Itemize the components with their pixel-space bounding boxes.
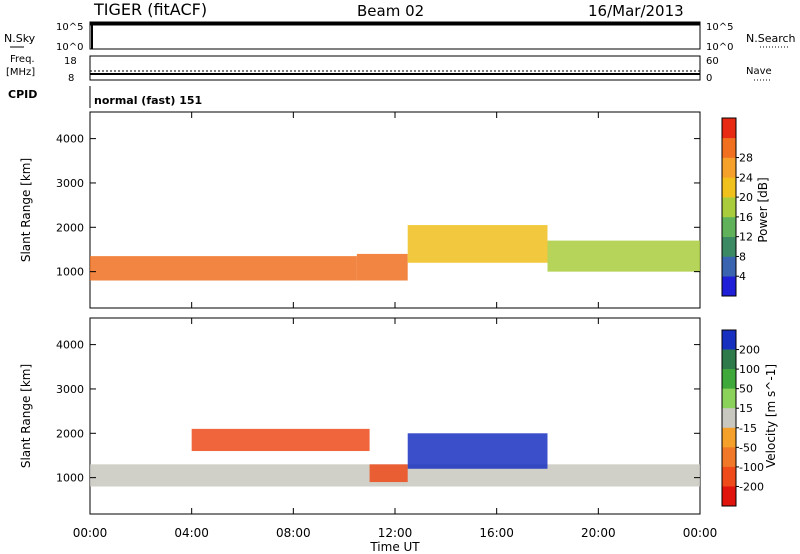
xtick-label: 16:00 [479,526,514,540]
heatmap-band [191,428,370,452]
velocity-panel: 1000 2000 3000 4000 Slant Range [km] 200 100… [19,317,778,515]
colorbar-segment [722,236,736,257]
nsearch-tick-bottom: 10^0 [706,42,733,53]
colorbar-frame [721,117,737,297]
velocity-cbar-label: Velocity [m s^-1] [764,364,778,468]
velocity-ylabel: Slant Range [km] [19,364,33,468]
ytick-label: 4000 [56,133,84,146]
power-panel: 1000 2000 3000 4000 Slant Range [km] 4 8 12 16… [19,111,770,309]
velocity-heatmap-marks [90,428,700,487]
velocity-colorbar: 200 100 50 15 -15 -50 -100 -200 [721,329,764,507]
colorbar-segment [722,486,736,507]
power-yticks: 1000 2000 3000 4000 [56,133,700,279]
nsky-tick-top: 10^5 [56,22,83,33]
colorbar-tick-label: 50 [739,383,753,396]
power-cbar-label: Power [dB] [756,177,770,242]
heatmap-band [547,240,700,272]
cpid-value: normal (fast) 151 [94,94,202,107]
radar-title: TIGER (fitACF) [93,0,207,19]
xtick-label: 04:00 [174,526,209,540]
power-ylabel: Slant Range [km] [19,158,33,262]
colorbar-tick-label: 20 [739,191,753,204]
colorbar-tick-label: 100 [739,363,760,376]
heatmap-band [356,253,408,281]
colorbar-frame [721,329,737,507]
ytick-label: 1000 [56,472,84,485]
colorbar-segment [722,330,736,350]
colorbar-segment [722,349,736,370]
freq-label-1: Freq. [10,54,35,65]
xtick-label: 12:00 [378,526,413,540]
xtick-label: 20:00 [581,526,616,540]
x-axis-label: Time UT [369,540,420,554]
nave-tick-top: 60 [706,56,719,67]
colorbar-segment [722,216,736,237]
ytick-label: 3000 [56,383,84,396]
colorbar-segment [722,369,736,389]
colorbar-tick-label: 200 [739,344,760,357]
colorbar-segment [722,408,736,429]
velocity-yticks: 1000 2000 3000 4000 [56,339,700,485]
colorbar-segment [722,256,736,277]
heatmap-band [90,256,357,281]
xtick-label: 00:00 [73,526,108,540]
nsearch-tick-top: 10^5 [706,22,733,33]
ytick-label: 3000 [56,177,84,190]
heatmap-band [407,433,548,469]
xtick-label: 08:00 [276,526,311,540]
colorbar-segment [722,118,736,139]
colorbar-segment [722,177,736,198]
ytick-label: 2000 [56,427,84,440]
ytick-label: 1000 [56,266,84,279]
ytick-label: 2000 [56,221,84,234]
heatmap-band [369,464,408,483]
power-colorbar: 4 8 12 16 20 24 28 [721,117,753,297]
colorbar-tick-label: 28 [739,152,753,165]
nsky-tick-bottom: 10^0 [56,42,83,53]
colorbar-tick-label: -100 [739,461,764,474]
nsky-label: N.Sky [4,32,36,45]
colorbar-tick-label: 16 [739,211,753,224]
x-axis-ticks: 00:00 04:00 08:00 12:00 16:00 20:00 00:00 [73,112,718,540]
colorbar-tick-label: -15 [739,422,757,435]
colorbar-segment [722,276,736,297]
beam-title: Beam 02 [357,2,424,20]
nsky-panel [89,21,701,50]
nave-label: Nave [746,66,772,77]
nave-tick-bottom: 0 [706,73,712,84]
date-title: 16/Mar/2013 [588,2,684,20]
nsearch-label: N.Search [746,32,796,45]
colorbar-segment [722,388,736,409]
colorbar-segment [722,466,736,487]
colorbar-tick-label: -50 [739,441,757,454]
colorbar-tick-label: 4 [739,270,746,283]
colorbar-segment [722,137,736,158]
freq-label-2: [MHz] [6,67,35,78]
freq-tick-top: 18 [64,56,77,67]
xtick-label: 00:00 [683,526,718,540]
colorbar-tick-label: 15 [739,402,753,415]
power-heatmap-marks [90,225,700,281]
colorbar-segment [722,427,736,448]
colorbar-segment [722,197,736,218]
ytick-label: 4000 [56,339,84,352]
colorbar-tick-label: 8 [739,250,746,263]
colorbar-tick-label: 24 [739,171,753,184]
colorbar-segment [722,157,736,178]
heatmap-band [407,225,548,263]
colorbar-segment [722,447,736,468]
colorbar-tick-label: 12 [739,231,753,244]
cpid-label: CPID [8,88,37,101]
colorbar-tick-label: -200 [739,480,764,493]
freq-tick-bottom: 8 [68,73,74,84]
freq-panel [89,55,701,81]
